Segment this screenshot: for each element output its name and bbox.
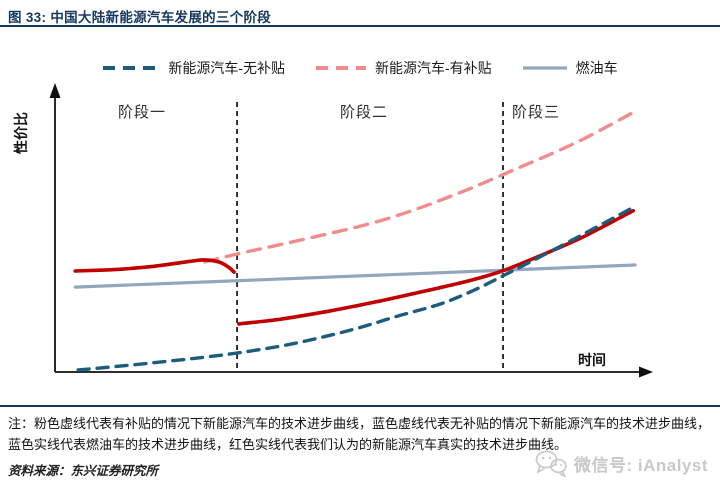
- legend-item-nev-no-subsidy: 新能源汽车-无补贴: [102, 58, 285, 78]
- legend-label: 新能源汽车-无补贴: [168, 60, 285, 76]
- stage-label-3: 阶段三: [512, 104, 561, 121]
- note-line-1: 注：粉色虚线代表有补贴的情况下新能源汽车的技术进步曲线，蓝色虚线代表无补贴的情况…: [8, 416, 711, 431]
- chart-area: 新能源汽车-无补贴 新能源汽车-有补贴 燃油车 性价比 时间 阶段一 阶段二 阶…: [0, 27, 720, 405]
- chart-canvas: [49, 83, 653, 378]
- stage-label-1: 阶段一: [118, 104, 167, 121]
- x-axis-arrow-icon: [639, 366, 653, 378]
- axes: [54, 97, 644, 373]
- series-curves: [73, 111, 637, 372]
- nev-no-subsidy-line: [76, 204, 637, 372]
- legend: 新能源汽车-无补贴 新能源汽车-有补贴 燃油车: [0, 57, 720, 79]
- legend-item-nev-with-subsidy: 新能源汽车-有补贴: [315, 58, 492, 78]
- nev-with-subsidy-line: [203, 111, 634, 264]
- page-title: 图 33: 中国大陆新能源汽车发展的三个阶段: [8, 10, 272, 25]
- figure-header: 图 33: 中国大陆新能源汽车发展的三个阶段: [0, 0, 720, 27]
- stage-label-2: 阶段二: [340, 104, 389, 121]
- wechat-watermark: 微信号: iAnalyst: [534, 449, 708, 477]
- note-line-2: 蓝色实线代表燃油车的技术进步曲线，红色实线代表我们认为的新能源汽车真实的技术进步…: [8, 437, 568, 452]
- figure-footer: 注：粉色虚线代表有补贴的情况下新能源汽车的技术进步曲线，蓝色虚线代表无补贴的情况…: [0, 405, 720, 479]
- real-curve-stage1-line: [73, 258, 236, 274]
- fuel-vehicle-line: [73, 263, 637, 289]
- y-axis-label: 性价比: [13, 112, 29, 154]
- y-axis-arrow-icon: [49, 83, 61, 98]
- dashed-line-icon: [103, 66, 160, 70]
- wechat-id-text: 微信号: iAnalyst: [573, 455, 708, 475]
- x-axis-label: 时间: [578, 352, 606, 368]
- dashed-line-icon: [316, 66, 366, 70]
- legend-label: 燃油车: [575, 60, 618, 76]
- source-line: 资料来源：东兴证券研究所: [8, 464, 159, 478]
- legend-item-fuel-vehicle: 燃油车: [522, 58, 618, 78]
- stage-boundaries: [236, 102, 504, 372]
- wechat-icon: [535, 450, 567, 477]
- solid-line-icon: [522, 66, 567, 70]
- legend-label: 新能源汽车-有补贴: [375, 60, 492, 76]
